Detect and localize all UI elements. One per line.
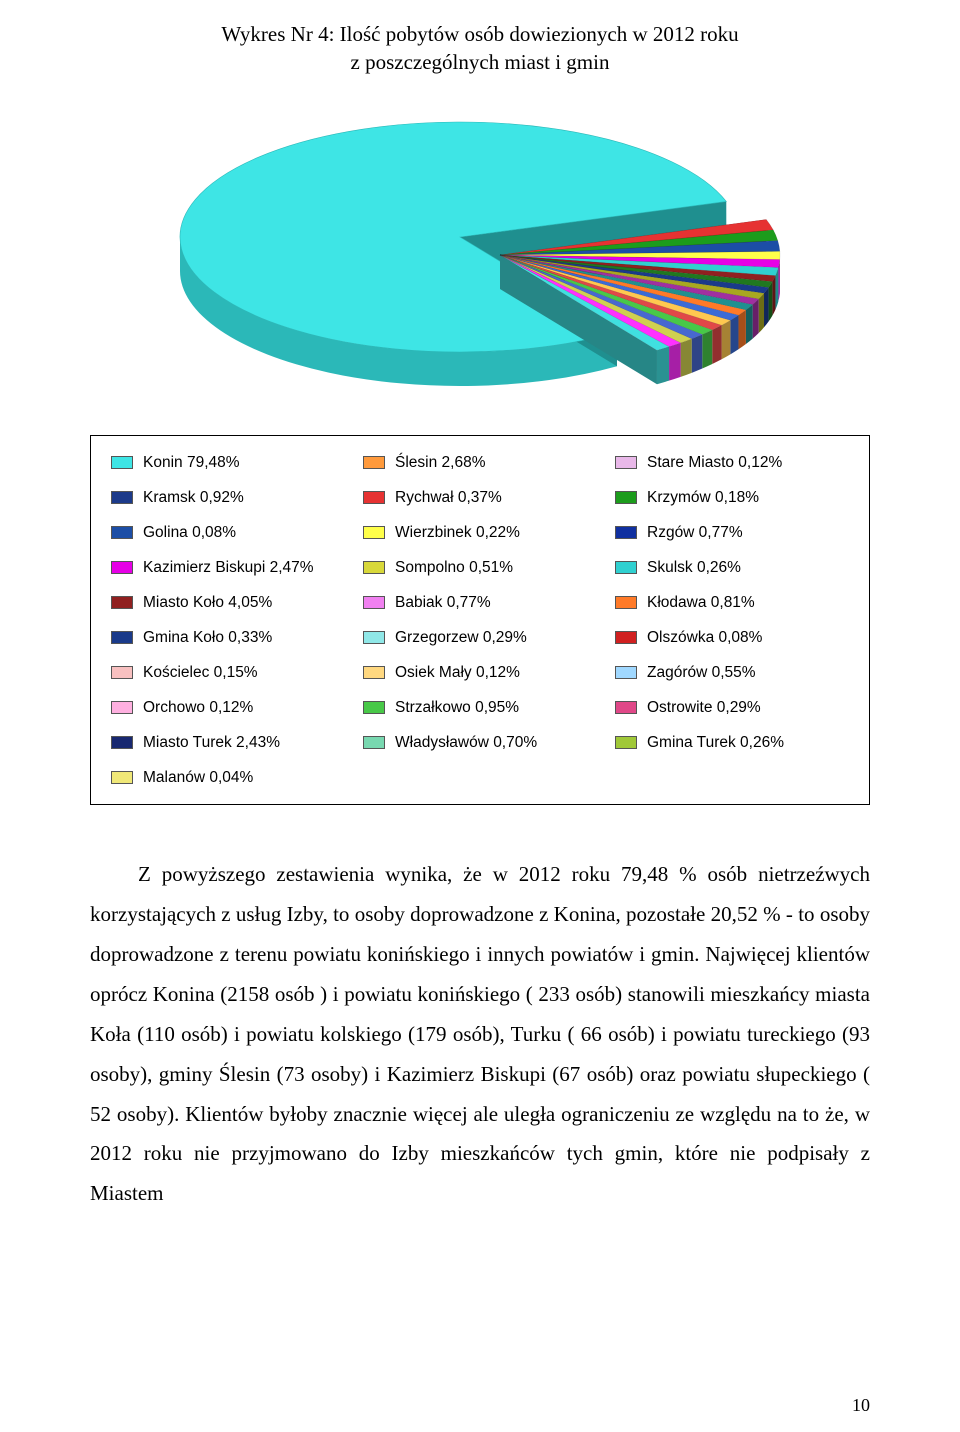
legend-label: Gmina Turek 0,26% bbox=[647, 734, 784, 751]
legend-item: Konin 79,48% bbox=[111, 454, 345, 471]
legend-swatch bbox=[111, 631, 133, 644]
legend-label: Miasto Turek 2,43% bbox=[143, 734, 280, 751]
legend-grid: Konin 79,48% Ślesin 2,68% Stare Miasto 0,1… bbox=[111, 454, 849, 786]
legend-label: Skulsk 0,26% bbox=[647, 559, 741, 576]
legend-label: Ostrowite 0,29% bbox=[647, 699, 761, 716]
legend-swatch bbox=[111, 736, 133, 749]
legend-swatch bbox=[615, 491, 637, 504]
legend-swatch bbox=[615, 701, 637, 714]
legend-swatch bbox=[615, 526, 637, 539]
legend-item: Golina 0,08% bbox=[111, 524, 345, 541]
legend-item: Ślesin 2,68% bbox=[363, 454, 597, 471]
legend-item: Babiak 0,77% bbox=[363, 594, 597, 611]
legend-swatch bbox=[363, 736, 385, 749]
legend-item: Zagórów 0,55% bbox=[615, 664, 849, 681]
chart-title: Wykres Nr 4: Ilość pobytów osób dowiezio… bbox=[90, 20, 870, 77]
legend-item: Grzegorzew 0,29% bbox=[363, 629, 597, 646]
legend-item: Władysławów 0,70% bbox=[363, 734, 597, 751]
legend-item: Malanów 0,04% bbox=[111, 769, 345, 786]
legend-label: Babiak 0,77% bbox=[395, 594, 491, 611]
legend-label: Konin 79,48% bbox=[143, 454, 240, 471]
legend-swatch bbox=[363, 491, 385, 504]
legend-label: Rzgów 0,77% bbox=[647, 524, 743, 541]
legend-label: Miasto Koło 4,05% bbox=[143, 594, 272, 611]
legend-swatch bbox=[111, 561, 133, 574]
legend-item: Miasto Koło 4,05% bbox=[111, 594, 345, 611]
legend-item: Orchowo 0,12% bbox=[111, 699, 345, 716]
legend-swatch bbox=[111, 701, 133, 714]
legend-label: Gmina Koło 0,33% bbox=[143, 629, 272, 646]
legend-swatch bbox=[111, 456, 133, 469]
legend-label: Władysławów 0,70% bbox=[395, 734, 537, 751]
legend-label: Rychwał 0,37% bbox=[395, 489, 502, 506]
legend-swatch bbox=[363, 701, 385, 714]
pie-chart-svg bbox=[160, 97, 800, 407]
legend-label: Wierzbinek 0,22% bbox=[395, 524, 520, 541]
legend-label: Kazimierz Biskupi 2,47% bbox=[143, 559, 314, 576]
legend-item: Skulsk 0,26% bbox=[615, 559, 849, 576]
legend-swatch bbox=[111, 526, 133, 539]
legend-label: Grzegorzew 0,29% bbox=[395, 629, 527, 646]
legend-item: Gmina Turek 0,26% bbox=[615, 734, 849, 751]
legend-swatch bbox=[111, 596, 133, 609]
legend-label: Orchowo 0,12% bbox=[143, 699, 253, 716]
legend-swatch bbox=[111, 771, 133, 784]
legend-swatch bbox=[615, 631, 637, 644]
legend-item: Ostrowite 0,29% bbox=[615, 699, 849, 716]
legend-swatch bbox=[363, 666, 385, 679]
legend-item: Wierzbinek 0,22% bbox=[363, 524, 597, 541]
legend-item: Gmina Koło 0,33% bbox=[111, 629, 345, 646]
legend-label: Osiek Mały 0,12% bbox=[395, 664, 520, 681]
title-line2: z poszczególnych miast i gmin bbox=[351, 50, 610, 74]
legend-label: Krzymów 0,18% bbox=[647, 489, 759, 506]
legend-swatch bbox=[363, 456, 385, 469]
legend-item: Sompolno 0,51% bbox=[363, 559, 597, 576]
legend-item: Osiek Mały 0,12% bbox=[363, 664, 597, 681]
legend-swatch bbox=[111, 666, 133, 679]
legend-label: Stare Miasto 0,12% bbox=[647, 454, 782, 471]
legend-item: Rzgów 0,77% bbox=[615, 524, 849, 541]
legend-label: Kłodawa 0,81% bbox=[647, 594, 755, 611]
legend-swatch bbox=[363, 526, 385, 539]
pie-chart bbox=[90, 97, 870, 407]
legend-label: Olszówka 0,08% bbox=[647, 629, 762, 646]
legend-item: Krzymów 0,18% bbox=[615, 489, 849, 506]
legend-label: Ślesin 2,68% bbox=[395, 454, 485, 471]
legend-swatch bbox=[615, 561, 637, 574]
legend-item: Miasto Turek 2,43% bbox=[111, 734, 345, 751]
legend-label: Kościelec 0,15% bbox=[143, 664, 258, 681]
legend-item: Kościelec 0,15% bbox=[111, 664, 345, 681]
legend-item: Kłodawa 0,81% bbox=[615, 594, 849, 611]
legend-box: Konin 79,48% Ślesin 2,68% Stare Miasto 0,1… bbox=[90, 435, 870, 805]
legend-swatch bbox=[111, 491, 133, 504]
legend-label: Golina 0,08% bbox=[143, 524, 236, 541]
body-paragraph: Z powyższego zestawienia wynika, że w 20… bbox=[90, 855, 870, 1214]
legend-item: Rychwał 0,37% bbox=[363, 489, 597, 506]
legend-label: Kramsk 0,92% bbox=[143, 489, 244, 506]
legend-item: Strzałkowo 0,95% bbox=[363, 699, 597, 716]
legend-swatch bbox=[615, 666, 637, 679]
legend-item: Kramsk 0,92% bbox=[111, 489, 345, 506]
legend-label: Malanów 0,04% bbox=[143, 769, 253, 786]
legend-swatch bbox=[363, 561, 385, 574]
legend-label: Sompolno 0,51% bbox=[395, 559, 513, 576]
legend-label: Zagórów 0,55% bbox=[647, 664, 756, 681]
legend-item: Olszówka 0,08% bbox=[615, 629, 849, 646]
legend-item: Stare Miasto 0,12% bbox=[615, 454, 849, 471]
legend-swatch bbox=[615, 736, 637, 749]
legend-swatch bbox=[615, 596, 637, 609]
page-number: 10 bbox=[852, 1395, 870, 1416]
legend-swatch bbox=[615, 456, 637, 469]
legend-swatch bbox=[363, 596, 385, 609]
title-line1: Wykres Nr 4: Ilość pobytów osób dowiezio… bbox=[221, 22, 738, 46]
legend-item: Kazimierz Biskupi 2,47% bbox=[111, 559, 345, 576]
legend-label: Strzałkowo 0,95% bbox=[395, 699, 519, 716]
legend-swatch bbox=[363, 631, 385, 644]
